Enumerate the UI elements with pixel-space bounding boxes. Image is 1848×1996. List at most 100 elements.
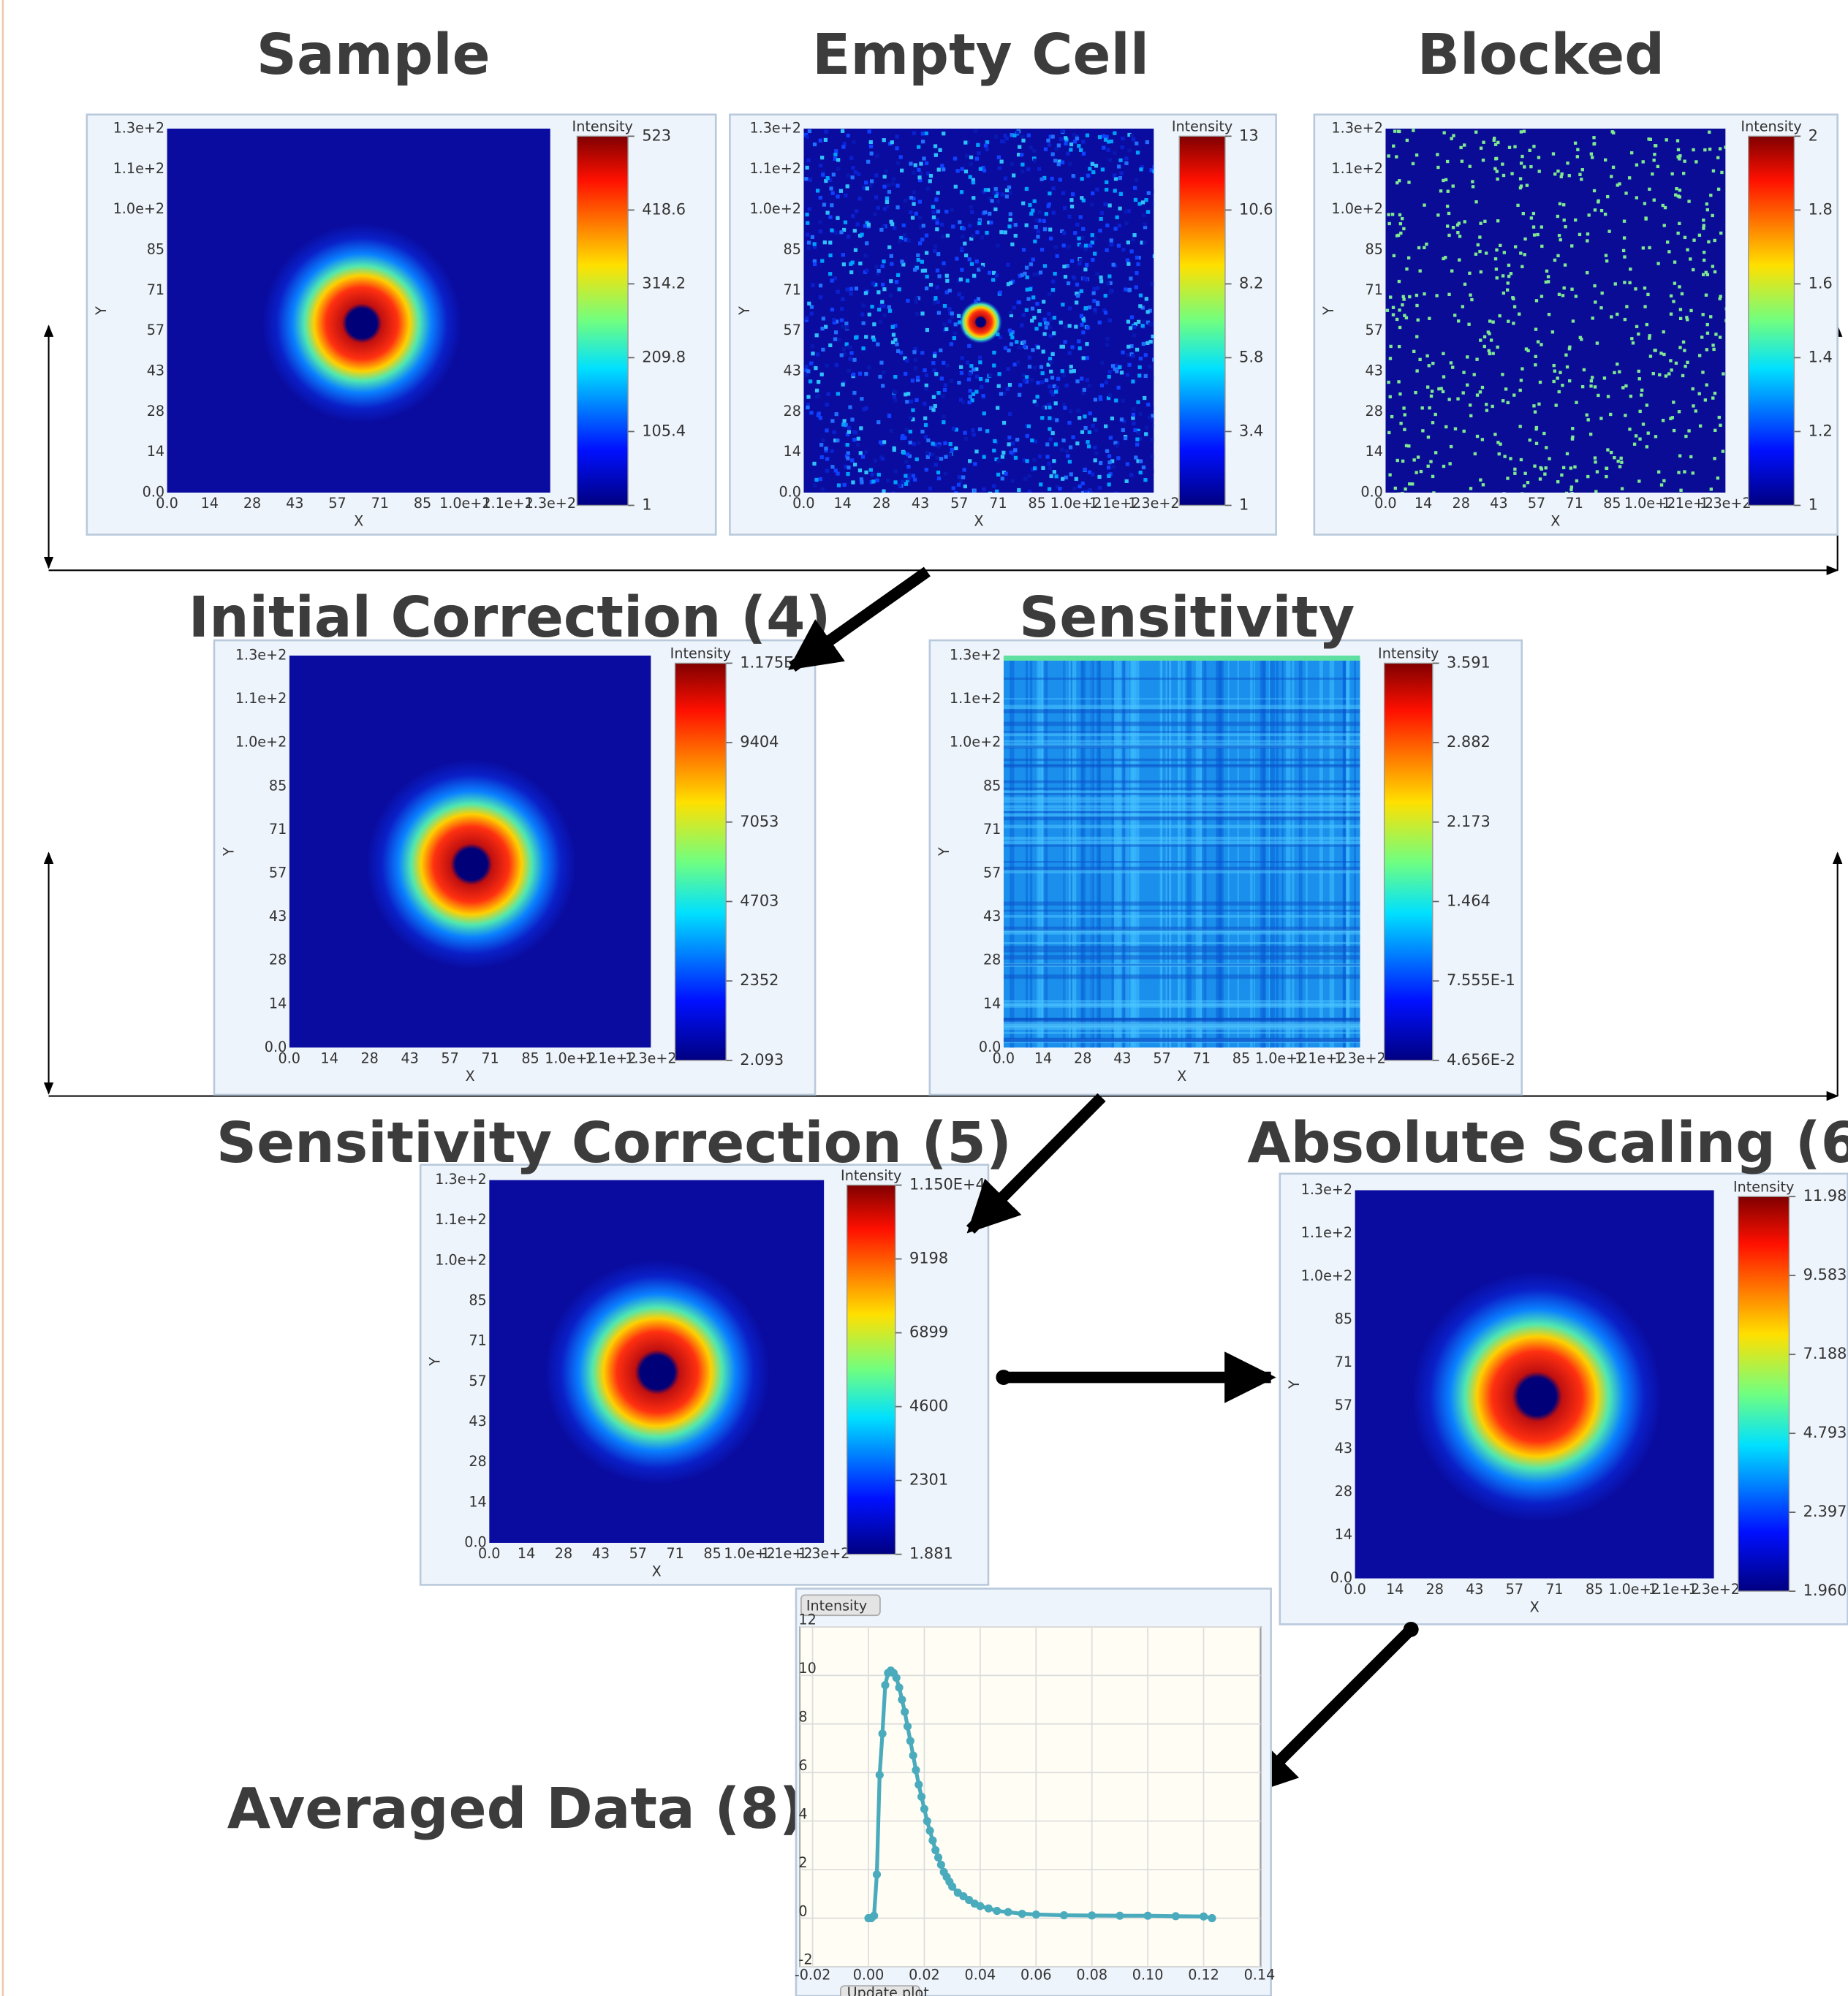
hot-pixel	[1637, 377, 1641, 381]
hot-pixel	[1713, 391, 1717, 395]
stripe	[1003, 1017, 1360, 1021]
noise-pixel	[1033, 365, 1037, 370]
stripe	[1003, 909, 1360, 912]
hot-pixel	[1476, 243, 1480, 247]
noise-pixel	[924, 233, 929, 238]
hot-pixel	[1538, 380, 1542, 384]
noise-pixel	[1149, 168, 1154, 172]
colorbar-label: 2.093	[740, 1051, 784, 1069]
noise-pixel	[1082, 319, 1086, 323]
hot-pixel	[1442, 257, 1445, 261]
stripe	[1003, 731, 1360, 733]
noise-pixel	[939, 457, 944, 461]
noise-pixel	[931, 408, 936, 412]
noise-pixel	[1131, 238, 1135, 242]
noise-pixel	[1043, 147, 1048, 151]
noise-pixel	[942, 360, 946, 365]
panel-title: Sensitivity	[1019, 585, 1355, 650]
data-point	[984, 1904, 993, 1913]
hot-pixel	[1724, 307, 1726, 311]
noise-pixel	[942, 261, 946, 265]
noise-pixel	[889, 279, 893, 284]
y-tick-label: 71	[983, 821, 1001, 838]
hot-pixel	[1679, 316, 1683, 321]
stripe	[1298, 655, 1303, 1048]
hot-pixel	[1499, 243, 1502, 248]
x-tick-label: 57	[950, 495, 968, 512]
stripe	[1135, 655, 1140, 1048]
hot-pixel	[1620, 460, 1624, 464]
hot-pixel	[1501, 274, 1505, 278]
hot-pixel	[1669, 359, 1673, 363]
noise-pixel	[868, 144, 874, 148]
noise-pixel	[814, 395, 819, 399]
hot-pixel	[1724, 319, 1726, 322]
noise-pixel	[1107, 454, 1112, 458]
hot-pixel	[1443, 256, 1447, 259]
hot-pixel	[1396, 458, 1399, 463]
noise-pixel	[1069, 259, 1075, 263]
hot-pixel	[1673, 260, 1677, 264]
noise-pixel	[893, 324, 898, 328]
noise-pixel	[887, 308, 893, 313]
noise-pixel	[980, 384, 984, 390]
noise-pixel	[833, 337, 838, 341]
x-tick-label: 85	[1586, 1581, 1603, 1598]
hot-pixel	[1474, 130, 1478, 134]
x-tick-label: 71	[989, 495, 1007, 512]
noise-pixel	[876, 269, 881, 273]
noise-pixel	[991, 191, 996, 195]
noise-pixel	[1039, 365, 1044, 369]
hot-pixel	[1669, 417, 1673, 420]
noise-pixel	[1032, 159, 1037, 163]
hot-pixel	[1637, 479, 1641, 483]
hot-pixel	[1518, 186, 1523, 190]
noise-pixel	[1138, 411, 1143, 416]
noise-pixel	[855, 209, 859, 213]
hot-pixel	[1401, 459, 1405, 463]
noise-pixel	[972, 196, 976, 200]
colorbar-label: 4703	[740, 892, 779, 909]
noise-pixel	[833, 152, 838, 157]
data-point	[878, 1729, 887, 1738]
noise-pixel	[1126, 344, 1131, 349]
panel-title: Initial Correction (4)	[189, 585, 831, 650]
noise-pixel	[867, 129, 871, 134]
noise-pixel	[892, 389, 896, 393]
noise-pixel	[881, 384, 885, 388]
hot-pixel	[1537, 156, 1541, 159]
noise-pixel	[891, 491, 895, 493]
noise-pixel	[852, 390, 857, 395]
hot-pixel	[1628, 281, 1632, 284]
hot-pixel	[1512, 322, 1515, 325]
x-tick-label: 43	[401, 1050, 418, 1067]
noise-pixel	[1127, 363, 1132, 367]
y-tick-label: 71	[784, 281, 801, 298]
noise-pixel	[1083, 425, 1088, 430]
hot-pixel	[1462, 143, 1466, 147]
noise-pixel	[1131, 354, 1135, 358]
noise-pixel	[845, 432, 850, 436]
noise-pixel	[974, 367, 979, 371]
x-tick-label: 1.1e+2	[585, 1050, 636, 1067]
noise-pixel	[821, 316, 826, 321]
stripe	[1003, 764, 1360, 767]
noise-pixel	[1010, 330, 1015, 335]
noise-pixel	[909, 210, 913, 215]
noise-pixel	[836, 289, 840, 294]
hot-pixel	[1533, 410, 1537, 414]
noise-pixel	[852, 372, 856, 377]
noise-pixel	[1105, 449, 1110, 453]
noise-pixel	[1050, 152, 1055, 156]
hot-pixel	[1586, 270, 1589, 275]
noise-pixel	[982, 411, 986, 416]
hot-pixel	[1516, 203, 1520, 208]
panel-title: Absolute Scaling (6)	[1247, 1111, 1848, 1176]
hot-pixel	[1705, 331, 1710, 335]
noise-pixel	[909, 399, 914, 403]
stripe	[1003, 805, 1360, 808]
hot-pixel	[1486, 330, 1491, 334]
colorbar-title: Intensity	[1172, 118, 1232, 135]
noise-pixel	[868, 183, 873, 188]
y-tick-label: -2	[798, 1951, 812, 1968]
